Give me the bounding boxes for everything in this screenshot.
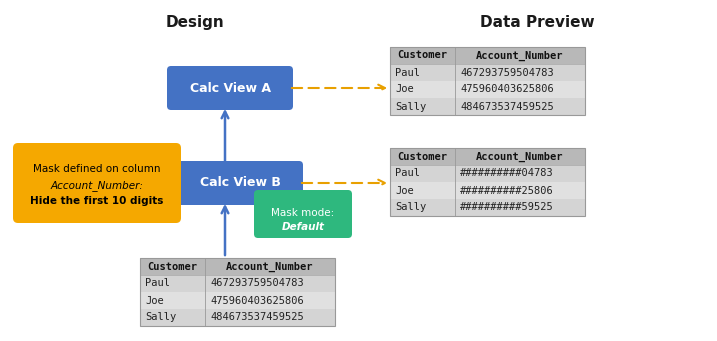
Text: Sally: Sally [145,312,176,323]
Text: Joe: Joe [395,186,414,195]
FancyBboxPatch shape [390,182,585,199]
FancyBboxPatch shape [13,143,181,223]
Text: Design: Design [166,15,224,30]
FancyBboxPatch shape [390,47,585,64]
Text: 484673537459525: 484673537459525 [460,102,554,112]
Text: Data Preview: Data Preview [480,15,594,30]
Text: Mask mode:: Mask mode: [271,208,335,218]
Text: Paul: Paul [395,68,420,77]
FancyBboxPatch shape [390,199,585,216]
Text: Account_Number: Account_Number [476,151,564,162]
Text: Default: Default [282,222,325,232]
Text: Sally: Sally [395,102,426,112]
FancyBboxPatch shape [140,275,335,292]
FancyBboxPatch shape [390,148,585,165]
FancyBboxPatch shape [390,148,585,216]
Text: 467293759504783: 467293759504783 [460,68,554,77]
Text: Calc View A: Calc View A [189,81,270,94]
Text: Customer: Customer [397,50,447,60]
FancyBboxPatch shape [140,258,335,275]
FancyBboxPatch shape [140,309,335,326]
Text: Account_Number:: Account_Number: [51,180,143,191]
Text: Joe: Joe [395,85,414,94]
Text: Customer: Customer [148,262,197,271]
Text: 484673537459525: 484673537459525 [210,312,304,323]
Text: Paul: Paul [145,279,170,288]
FancyBboxPatch shape [167,66,293,110]
FancyBboxPatch shape [390,81,585,98]
Text: Sally: Sally [395,203,426,212]
FancyBboxPatch shape [177,161,303,205]
Text: Account_Number: Account_Number [227,262,314,272]
FancyBboxPatch shape [390,165,585,182]
Text: 475960403625806: 475960403625806 [210,296,304,306]
FancyBboxPatch shape [140,258,335,326]
Text: 467293759504783: 467293759504783 [210,279,304,288]
Text: Hide the first 10 digits: Hide the first 10 digits [30,196,163,206]
Text: ##########25806: ##########25806 [460,186,554,195]
FancyBboxPatch shape [254,190,352,238]
FancyBboxPatch shape [390,64,585,81]
Text: Joe: Joe [145,296,163,306]
Text: ##########59525: ##########59525 [460,203,554,212]
Text: Account_Number: Account_Number [476,50,564,61]
FancyBboxPatch shape [390,47,585,115]
Text: Paul: Paul [395,168,420,178]
Text: Customer: Customer [397,151,447,162]
Text: 475960403625806: 475960403625806 [460,85,554,94]
Text: Mask defined on column: Mask defined on column [33,164,161,174]
FancyBboxPatch shape [140,292,335,309]
Text: Calc View B: Calc View B [199,177,280,190]
Text: ##########04783: ##########04783 [460,168,554,178]
FancyBboxPatch shape [390,98,585,115]
